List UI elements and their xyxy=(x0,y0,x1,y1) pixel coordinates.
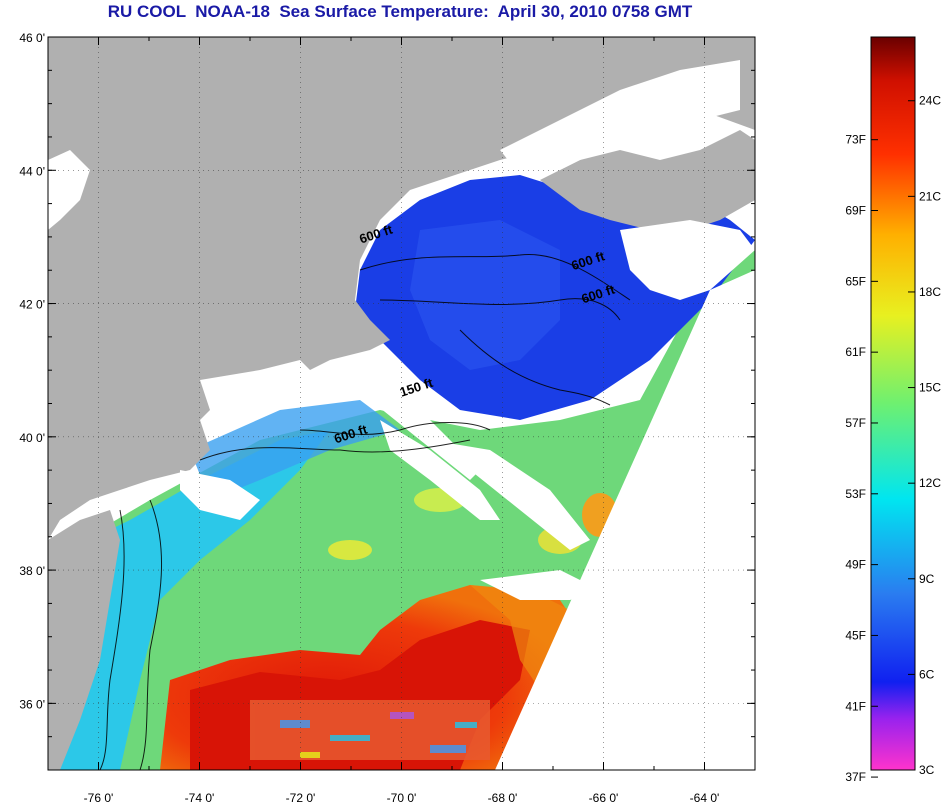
lon-tick-label: -68 0' xyxy=(488,791,518,805)
lat-tick-label: 36 0' xyxy=(19,697,45,711)
colorbar-c-label: 3C xyxy=(919,763,935,777)
swath-no-data xyxy=(495,270,755,770)
colorbar-f-label: 41F xyxy=(845,699,866,713)
colorbar-f-label: 69F xyxy=(845,204,866,218)
lon-tick-label: -66 0' xyxy=(589,791,619,805)
yellow-eddy-1 xyxy=(328,540,372,560)
colorbar-f-label: 45F xyxy=(845,628,866,642)
bathymetry-contours xyxy=(99,253,631,770)
colorbar-c-label: 9C xyxy=(919,572,935,586)
lon-tick-label: -70 0' xyxy=(387,791,417,805)
colorbar-f-label: 37F xyxy=(845,770,866,784)
colorbar-c-label: 12C xyxy=(919,476,941,490)
colorbar-f-label: 65F xyxy=(845,274,866,288)
cloud-streak-5 xyxy=(480,570,600,600)
colorbar-f-label: 53F xyxy=(845,487,866,501)
colorbar-c-label: 21C xyxy=(919,189,941,203)
cloud-nova-scotia-shelf xyxy=(620,220,755,300)
colorbar-labels: 73F 69F 65F 61F 57F 53F 49F 45F 41F 37F 24C 21C 18C 1… xyxy=(845,94,941,784)
cloud-streak-3 xyxy=(430,440,590,550)
lat-tick-label: 38 0' xyxy=(19,564,45,578)
lon-tick-label: -64 0' xyxy=(690,791,720,805)
colorbar-f-label: 73F xyxy=(845,133,866,147)
colorbar-f-label: 61F xyxy=(845,345,866,359)
cloud-streak-1 xyxy=(330,365,480,480)
colorbar-gradient xyxy=(870,36,916,771)
cloud-streak-4 xyxy=(180,470,260,520)
grid-lines xyxy=(48,37,755,770)
lat-tick-label: 46 0' xyxy=(19,31,45,45)
cloud-long-island xyxy=(200,360,320,410)
land-mass xyxy=(48,37,755,540)
lon-tick-label: -72 0' xyxy=(286,791,316,805)
map-title: RU COOL NOAA-18 Sea Surface Temperature:… xyxy=(107,2,693,21)
colorbar-f-label: 57F xyxy=(845,416,866,430)
colorbar-c-label: 6C xyxy=(919,667,935,681)
lat-tick-label: 44 0' xyxy=(19,164,45,178)
shelf-water-cyan xyxy=(48,430,330,770)
nova-scotia xyxy=(540,130,755,230)
lon-tick-label: -74 0' xyxy=(185,791,215,805)
cloud-bay-of-fundy xyxy=(500,60,740,175)
lat-tick-label: 40 0' xyxy=(19,431,45,445)
colorbar-f-label: 49F xyxy=(845,558,866,572)
colorbar: 73F 69F 65F 61F 57F 53F 49F 45F 41F 37F 24C 21C 18C 1… xyxy=(845,36,941,784)
colorbar-c-label: 15C xyxy=(919,381,941,395)
shelf-water-blue xyxy=(190,400,400,500)
delmarva-land xyxy=(48,510,120,770)
cloud-streak-2 xyxy=(380,420,500,520)
gulf-of-maine-inner xyxy=(410,220,560,370)
colorbar-c-label: 24C xyxy=(919,94,941,108)
lon-tick-label: -76 0' xyxy=(84,791,114,805)
axis-ticks: -76 0' -74 0' -72 0' -70 0' -68 0' -66 0' -64 … xyxy=(19,31,756,805)
lat-tick-label: 42 0' xyxy=(19,298,45,312)
noisy-patch xyxy=(250,700,490,760)
colorbar-c-label: 18C xyxy=(919,285,941,299)
